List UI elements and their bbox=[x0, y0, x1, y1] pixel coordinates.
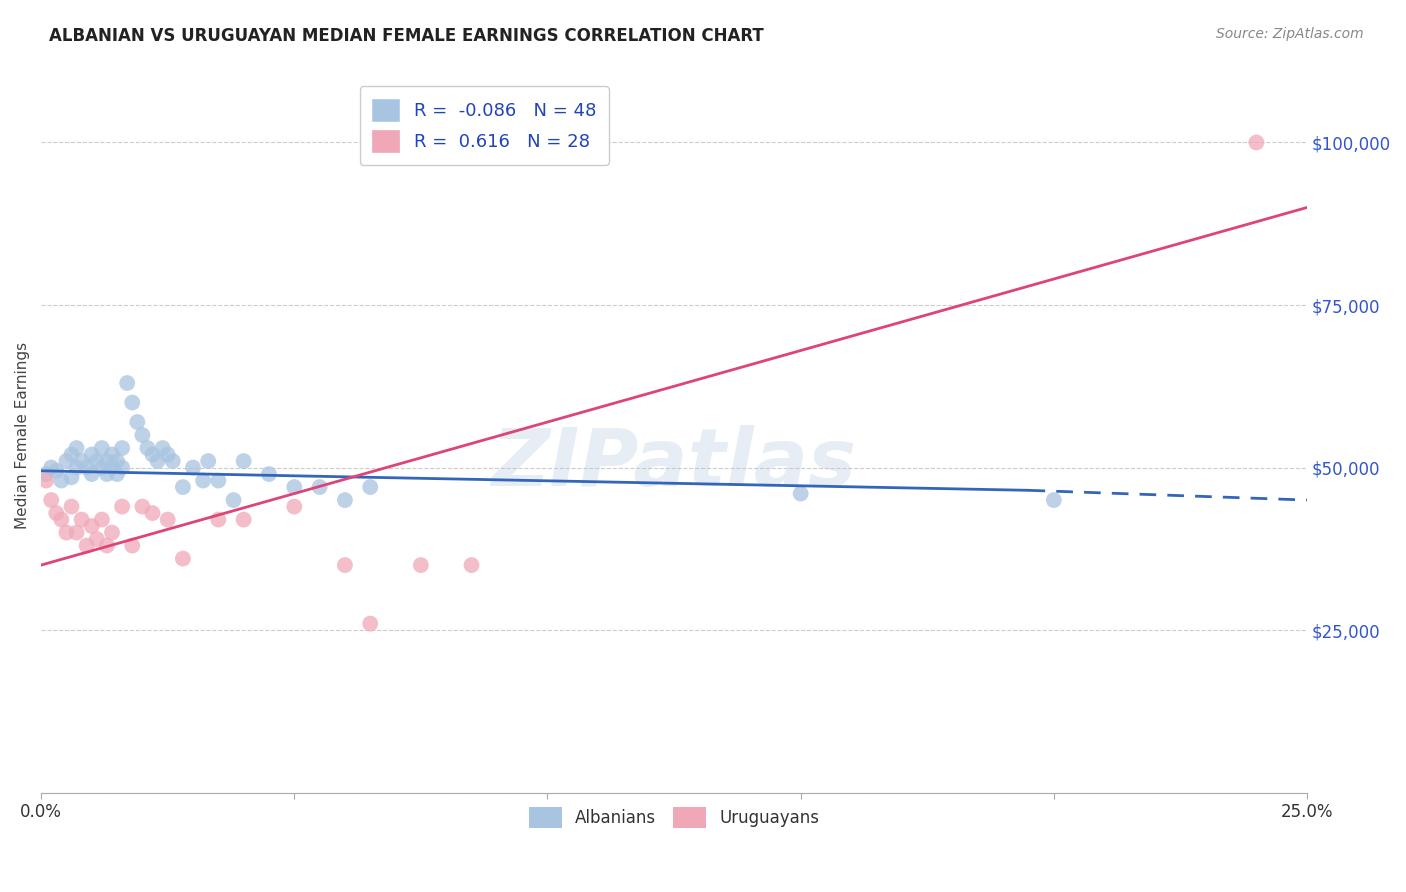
Point bbox=[197, 454, 219, 468]
Point bbox=[409, 558, 432, 573]
Point bbox=[181, 460, 204, 475]
Point bbox=[146, 454, 169, 468]
Point bbox=[80, 448, 103, 462]
Point bbox=[333, 558, 356, 573]
Point bbox=[141, 448, 163, 462]
Point bbox=[96, 454, 118, 468]
Point bbox=[101, 448, 124, 462]
Point bbox=[70, 454, 93, 468]
Point bbox=[65, 441, 87, 455]
Point bbox=[39, 460, 62, 475]
Point bbox=[359, 616, 381, 631]
Point bbox=[257, 467, 280, 481]
Point bbox=[45, 464, 67, 478]
Point bbox=[115, 376, 138, 390]
Point bbox=[86, 454, 108, 468]
Point bbox=[232, 454, 254, 468]
Text: ZIPatlas: ZIPatlas bbox=[492, 425, 856, 503]
Point bbox=[111, 441, 134, 455]
Point bbox=[333, 493, 356, 508]
Point bbox=[156, 448, 179, 462]
Point bbox=[90, 512, 112, 526]
Point bbox=[111, 500, 134, 514]
Point bbox=[121, 395, 143, 409]
Point bbox=[60, 448, 83, 462]
Point bbox=[136, 441, 159, 455]
Point bbox=[789, 486, 811, 500]
Point bbox=[51, 512, 73, 526]
Point bbox=[86, 532, 108, 546]
Point bbox=[1246, 136, 1268, 150]
Point bbox=[141, 506, 163, 520]
Point bbox=[121, 539, 143, 553]
Point bbox=[131, 500, 153, 514]
Point bbox=[1043, 493, 1066, 508]
Point bbox=[90, 441, 112, 455]
Point bbox=[283, 480, 305, 494]
Point bbox=[65, 460, 87, 475]
Point bbox=[460, 558, 482, 573]
Point bbox=[105, 454, 128, 468]
Point bbox=[60, 500, 83, 514]
Point bbox=[65, 525, 87, 540]
Point bbox=[76, 460, 98, 475]
Point bbox=[55, 525, 77, 540]
Point bbox=[105, 467, 128, 481]
Text: Source: ZipAtlas.com: Source: ZipAtlas.com bbox=[1216, 27, 1364, 41]
Point bbox=[222, 493, 245, 508]
Point bbox=[90, 460, 112, 475]
Point bbox=[96, 539, 118, 553]
Point bbox=[55, 454, 77, 468]
Point bbox=[283, 500, 305, 514]
Point bbox=[80, 519, 103, 533]
Point bbox=[96, 467, 118, 481]
Text: ALBANIAN VS URUGUAYAN MEDIAN FEMALE EARNINGS CORRELATION CHART: ALBANIAN VS URUGUAYAN MEDIAN FEMALE EARN… bbox=[49, 27, 763, 45]
Point bbox=[60, 470, 83, 484]
Point bbox=[232, 512, 254, 526]
Point bbox=[162, 454, 184, 468]
Point bbox=[51, 474, 73, 488]
Point bbox=[131, 428, 153, 442]
Point bbox=[191, 474, 214, 488]
Y-axis label: Median Female Earnings: Median Female Earnings bbox=[15, 342, 30, 529]
Point bbox=[101, 525, 124, 540]
Point bbox=[80, 467, 103, 481]
Point bbox=[101, 460, 124, 475]
Point bbox=[308, 480, 330, 494]
Point bbox=[76, 539, 98, 553]
Point bbox=[172, 551, 194, 566]
Point bbox=[359, 480, 381, 494]
Legend: Albanians, Uruguayans: Albanians, Uruguayans bbox=[522, 801, 827, 834]
Point bbox=[70, 512, 93, 526]
Point bbox=[111, 460, 134, 475]
Point bbox=[45, 506, 67, 520]
Point bbox=[152, 441, 174, 455]
Point bbox=[127, 415, 149, 429]
Point bbox=[156, 512, 179, 526]
Point bbox=[207, 512, 229, 526]
Point bbox=[207, 474, 229, 488]
Point bbox=[35, 467, 58, 481]
Point bbox=[39, 493, 62, 508]
Point bbox=[35, 474, 58, 488]
Point bbox=[172, 480, 194, 494]
